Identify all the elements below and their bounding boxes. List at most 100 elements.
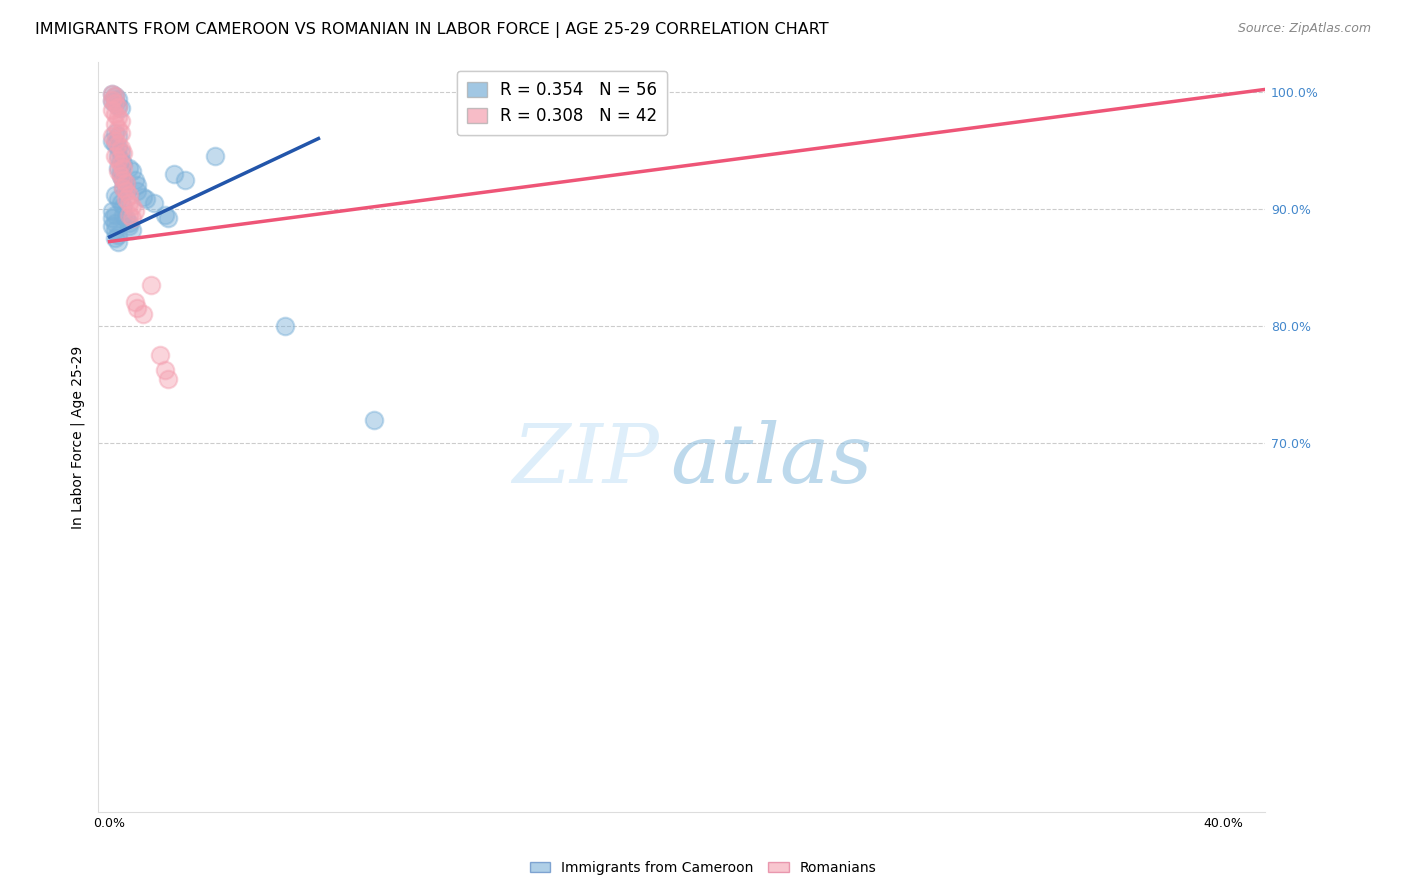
Point: [101, 204, 124, 219]
Point: [204, 149, 226, 163]
Point: [157, 211, 180, 226]
Point: [127, 184, 149, 198]
Point: [107, 153, 129, 167]
Y-axis label: In Labor Force | Age 25-29: In Labor Force | Age 25-29: [70, 345, 86, 529]
Text: atlas: atlas: [671, 419, 873, 500]
Point: [112, 208, 135, 222]
Point: [107, 149, 129, 163]
Point: [121, 199, 143, 213]
Text: ZIP: ZIP: [512, 419, 658, 500]
Point: [110, 153, 132, 167]
Text: IMMIGRANTS FROM CAMEROON VS ROMANIAN IN LABOR FORCE | AGE 25-29 CORRELATION CHAR: IMMIGRANTS FROM CAMEROON VS ROMANIAN IN …: [35, 22, 828, 38]
Point: [141, 277, 163, 292]
Point: [132, 190, 155, 204]
Point: [110, 164, 132, 178]
Point: [110, 157, 132, 171]
Point: [107, 164, 129, 178]
Point: [101, 134, 124, 148]
Point: [107, 137, 129, 152]
Point: [118, 216, 141, 230]
Point: [155, 363, 177, 377]
Point: [107, 111, 129, 125]
Point: [104, 89, 127, 103]
Point: [112, 172, 135, 186]
Point: [110, 101, 132, 115]
Point: [121, 164, 143, 178]
Point: [127, 178, 149, 193]
Point: [104, 96, 127, 111]
Point: [118, 208, 141, 222]
Point: [104, 137, 127, 152]
Point: [149, 348, 172, 362]
Point: [104, 89, 127, 103]
Point: [104, 134, 127, 148]
Point: [112, 199, 135, 213]
Point: [115, 184, 138, 198]
Point: [162, 167, 184, 181]
Point: [155, 208, 177, 222]
Point: [107, 227, 129, 242]
Point: [121, 223, 143, 237]
Point: [112, 161, 135, 175]
Point: [101, 87, 124, 101]
Point: [115, 176, 138, 190]
Point: [107, 99, 129, 113]
Point: [104, 187, 127, 202]
Point: [104, 216, 127, 230]
Point: [110, 114, 132, 128]
Point: [118, 161, 141, 175]
Point: [115, 176, 138, 190]
Point: [132, 307, 155, 321]
Point: [363, 412, 385, 426]
Point: [101, 219, 124, 234]
Point: [112, 145, 135, 160]
Point: [110, 195, 132, 210]
Point: [107, 92, 129, 106]
Legend: Immigrants from Cameroon, Romanians: Immigrants from Cameroon, Romanians: [524, 855, 882, 880]
Point: [173, 172, 195, 186]
Point: [107, 100, 129, 114]
Point: [112, 172, 135, 186]
Point: [101, 211, 124, 226]
Point: [104, 96, 127, 111]
Point: [118, 219, 141, 234]
Point: [104, 107, 127, 121]
Point: [274, 318, 297, 333]
Point: [110, 169, 132, 183]
Point: [104, 208, 127, 222]
Point: [110, 169, 132, 183]
Point: [112, 180, 135, 194]
Point: [157, 371, 180, 385]
Point: [127, 301, 149, 316]
Point: [101, 129, 124, 144]
Point: [115, 193, 138, 207]
Point: [107, 122, 129, 136]
Point: [143, 195, 166, 210]
Point: [110, 145, 132, 160]
Point: [110, 126, 132, 140]
Point: [107, 235, 129, 249]
Point: [112, 180, 135, 194]
Point: [107, 129, 129, 144]
Point: [101, 87, 124, 101]
Point: [101, 103, 124, 118]
Point: [101, 94, 124, 108]
Point: [118, 187, 141, 202]
Point: [107, 161, 129, 175]
Point: [124, 172, 146, 186]
Point: [104, 118, 127, 132]
Point: [101, 93, 124, 107]
Point: [104, 231, 127, 245]
Point: [124, 295, 146, 310]
Point: [118, 195, 141, 210]
Point: [115, 184, 138, 198]
Point: [115, 211, 138, 226]
Point: [121, 211, 143, 226]
Point: [1268, 764, 1291, 778]
Point: [124, 204, 146, 219]
Point: [110, 141, 132, 155]
Point: [104, 223, 127, 237]
Point: [104, 126, 127, 140]
Point: [107, 193, 129, 207]
Text: Source: ZipAtlas.com: Source: ZipAtlas.com: [1237, 22, 1371, 36]
